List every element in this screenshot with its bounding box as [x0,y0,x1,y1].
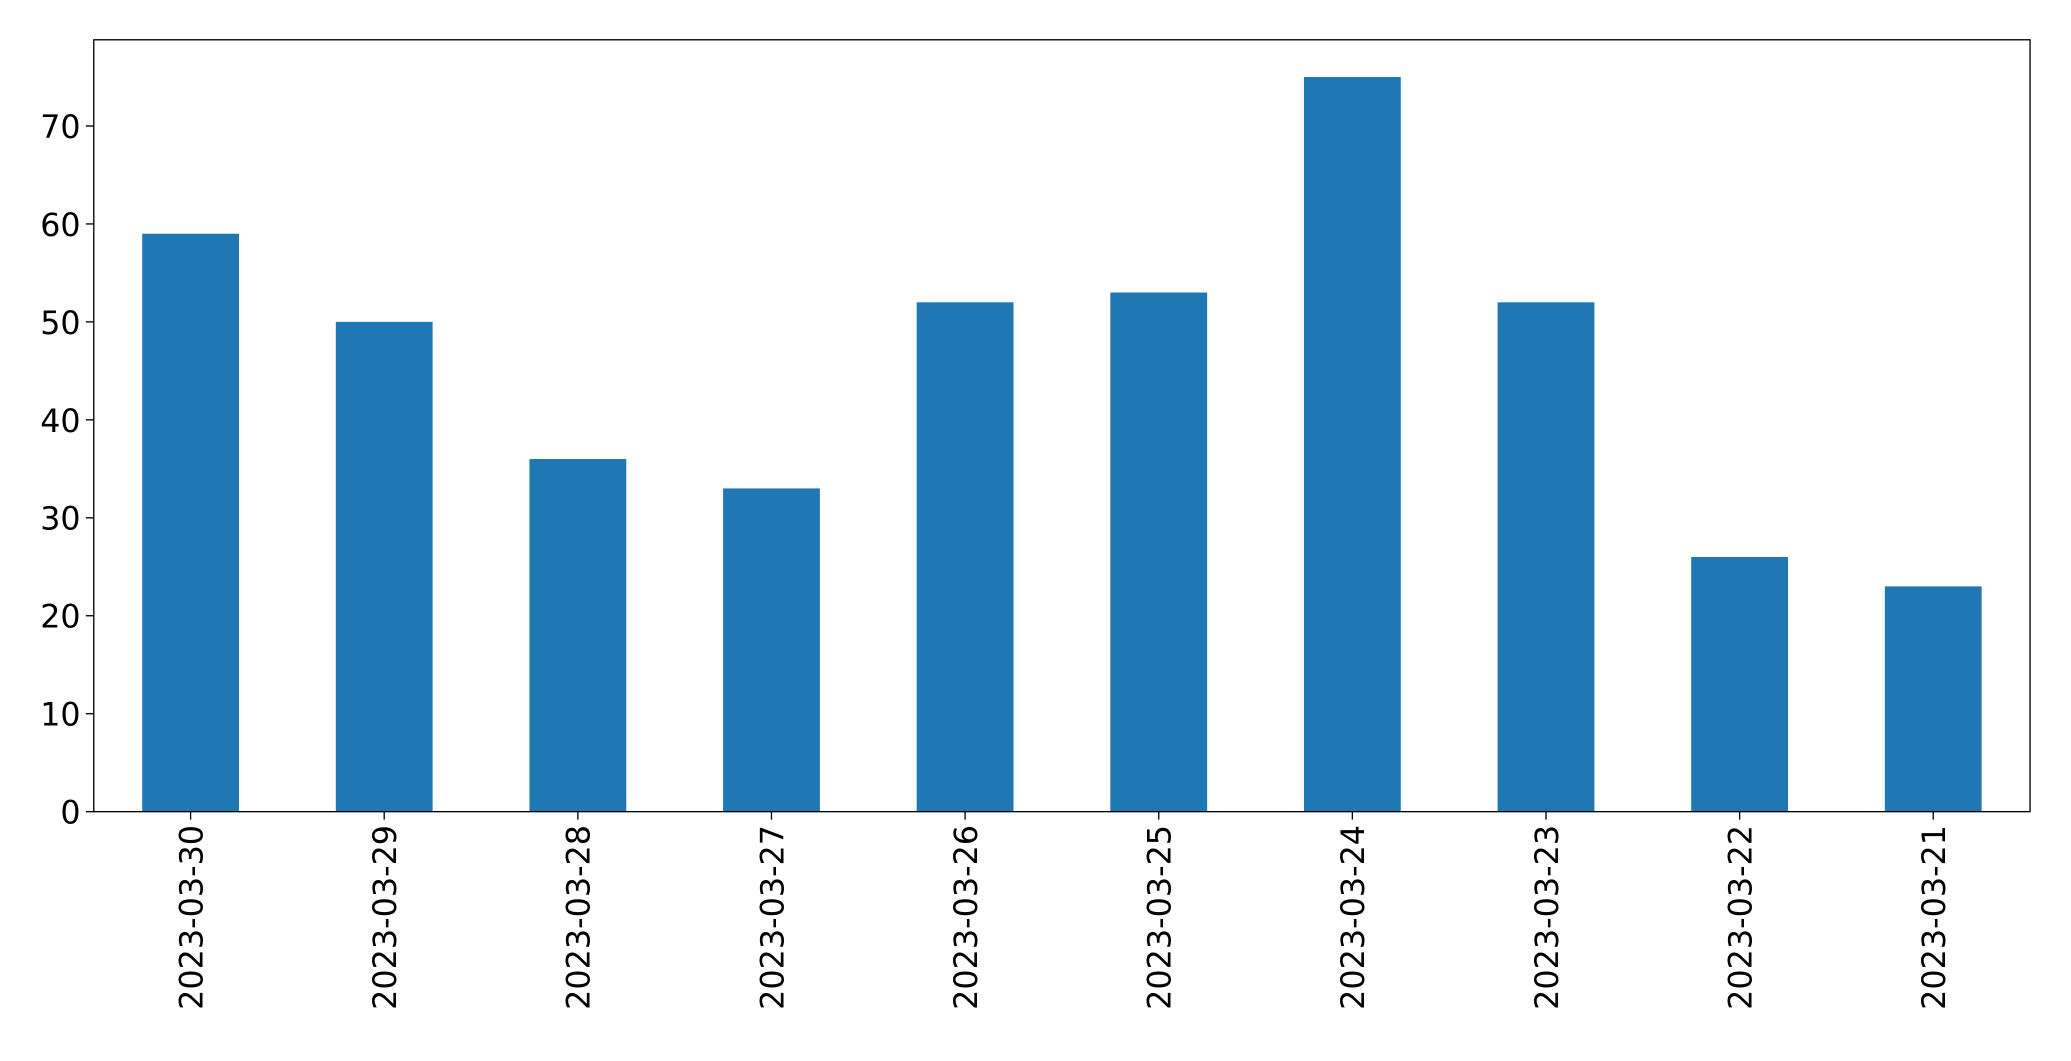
y-tick-label: 50 [40,306,80,342]
x-tick-label: 2023-03-25 [1143,825,1179,1010]
x-tick-label: 2023-03-27 [755,825,791,1010]
y-tick-label: 60 [40,208,80,244]
bar [142,233,239,812]
bar [723,488,820,812]
bar [916,302,1014,812]
y-tick-label: 0 [60,796,80,832]
bar [1110,292,1208,812]
x-tick-label: 2023-03-29 [368,825,404,1010]
x-tick-label: 2023-03-24 [1336,825,1372,1010]
x-tick-label: 2023-03-30 [175,825,211,1010]
plot-frame [93,39,2031,813]
bar [1497,302,1595,812]
bar [1691,556,1789,812]
y-tick-label: 40 [40,404,80,440]
bar [335,321,433,812]
y-tick-label: 20 [40,600,80,636]
y-tick-label: 30 [40,502,80,538]
x-tick-label: 2023-03-23 [1530,825,1566,1010]
y-tick-label: 70 [40,110,80,146]
x-tick-label: 2023-03-22 [1724,825,1760,1010]
x-tick-label: 2023-03-28 [562,825,598,1010]
bar [1884,586,1982,812]
x-tick-label: 2023-03-26 [949,825,985,1010]
bar [1303,77,1401,812]
y-tick-label: 10 [40,698,80,734]
x-tick-label: 2023-03-21 [1917,825,1953,1010]
bar [529,459,627,812]
